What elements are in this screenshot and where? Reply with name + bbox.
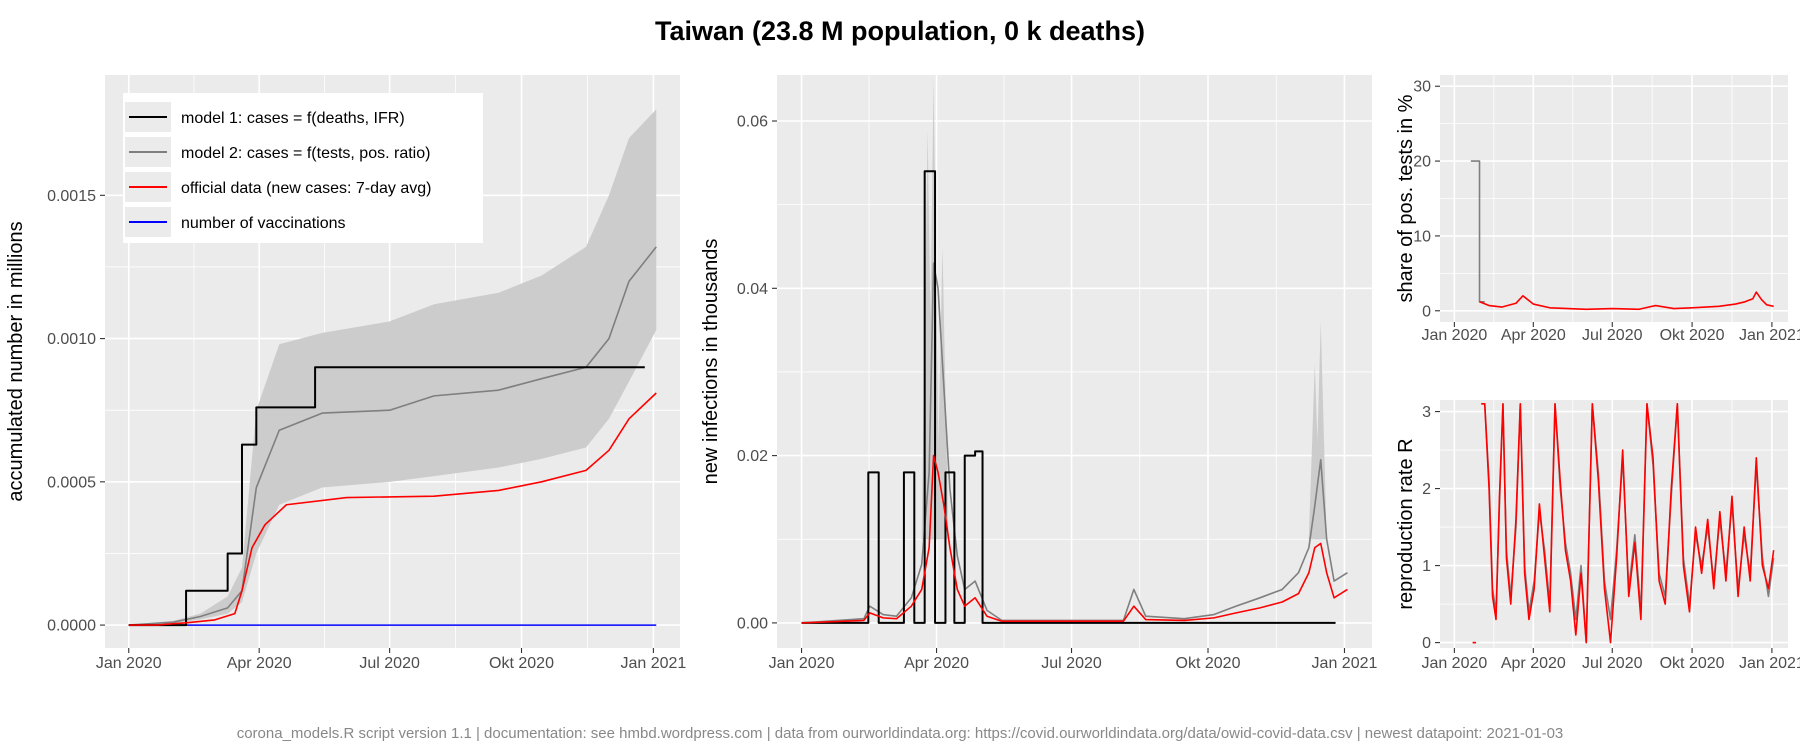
confidence-band-spike: [936, 246, 949, 540]
x-tick-label: Jul 2020: [1582, 327, 1643, 344]
series-group: [1470, 160, 1774, 311]
x-tick-label: Okt 2020: [1176, 655, 1241, 672]
footer-caption: corona_models.R script version 1.1 | doc…: [236, 725, 1564, 742]
y-tick-label: 0.0010: [47, 331, 96, 348]
y-tick-label: 3: [1422, 404, 1431, 421]
x-tick-label: Jan 2021: [1739, 655, 1800, 672]
series-line-official: [1481, 403, 1775, 644]
y-axis-label: reproduction rate R: [1395, 438, 1417, 609]
series-line-official: [128, 392, 657, 626]
y-tick-label: 0.04: [737, 281, 768, 298]
x-tick-label: Okt 2020: [1660, 655, 1725, 672]
y-tick-label: 0.02: [737, 448, 768, 465]
legend-label: model 1: cases = f(deaths, IFR): [181, 110, 405, 127]
x-tick-label: Jan 2020: [769, 655, 835, 672]
series-line-official: [1479, 291, 1774, 311]
x-tick-label: Jan 2021: [1312, 655, 1378, 672]
y-tick-label: 2: [1422, 481, 1431, 498]
y-tick-label: 20: [1413, 154, 1431, 171]
chart-title: Taiwan (23.8 M population, 0 k deaths): [654, 16, 1146, 46]
x-tick-label: Jul 2020: [1582, 655, 1643, 672]
plot-background: [1440, 400, 1788, 648]
x-tick-label: Jan 2021: [1739, 327, 1800, 344]
x-tick-label: Jan 2020: [1421, 327, 1487, 344]
x-tick-label: Okt 2020: [1660, 327, 1725, 344]
plot-background: [777, 75, 1372, 648]
y-tick-label: 0.0000: [47, 618, 96, 635]
legend-label: official data (new cases: 7-day avg): [181, 180, 432, 197]
series-group: [128, 109, 657, 627]
x-tick-label: Apr 2020: [904, 655, 969, 672]
series-line-model2: [128, 246, 657, 626]
y-tick-label: 30: [1413, 79, 1431, 96]
x-tick-label: Apr 2020: [227, 655, 292, 672]
series-line-official: [801, 454, 1348, 624]
series-line-model1: [801, 170, 1336, 624]
series-group: [801, 79, 1348, 624]
y-tick-label: 1: [1422, 558, 1431, 575]
y-tick-label: 0: [1422, 303, 1431, 320]
x-tick-label: Okt 2020: [489, 655, 554, 672]
y-axis-label: share of pos. tests in %: [1395, 94, 1417, 302]
series-line-model1: [128, 366, 645, 627]
panel-cumulative: Jan 2020 Apr 2020 Jul 2020 Okt 2020 Jan 2021…: [5, 75, 686, 672]
legend: model 1: cases = f(deaths, IFR) model 2: …: [123, 93, 483, 243]
x-tick-label: Jul 2020: [1041, 655, 1102, 672]
y-tick-label: 0.06: [737, 114, 768, 131]
y-axis-label: accumulated number in millions: [5, 221, 27, 501]
chart-canvas: Jan 2020 Apr 2020 Jul 2020 Okt 2020 Jan 2021…: [5, 75, 1800, 672]
x-tick-label: Jan 2021: [620, 655, 686, 672]
x-tick-label: Jul 2020: [359, 655, 420, 672]
panel-daily: Jan 2020 Apr 2020 Jul 2020 Okt 2020 Jan 2021…: [700, 75, 1377, 672]
x-tick-label: Jan 2020: [1421, 655, 1487, 672]
series-line-model2: [801, 262, 1348, 624]
y-tick-label: 0.0015: [47, 188, 96, 205]
y-tick-label: 10: [1413, 228, 1431, 245]
legend-label: number of vaccinations: [181, 215, 346, 232]
x-tick-label: Apr 2020: [1501, 655, 1566, 672]
legend-label: model 2: cases = f(tests, pos. ratio): [181, 145, 430, 162]
y-tick-label: 0: [1422, 635, 1431, 652]
x-tick-label: Jan 2020: [96, 655, 162, 672]
series-group: [1472, 403, 1775, 644]
panel-positive_share: Jan 2020 Apr 2020 Jul 2020 Okt 2020 Jan 2021…: [1395, 75, 1800, 344]
y-tick-label: 0.0005: [47, 474, 96, 491]
y-tick-label: 0.00: [737, 615, 768, 632]
panel-reproduction_rate: Jan 2020 Apr 2020 Jul 2020 Okt 2020 Jan 2021…: [1395, 400, 1800, 672]
legend-box: [123, 93, 483, 243]
x-tick-label: Apr 2020: [1501, 327, 1566, 344]
y-axis-label: new infections in thousands: [700, 239, 722, 485]
